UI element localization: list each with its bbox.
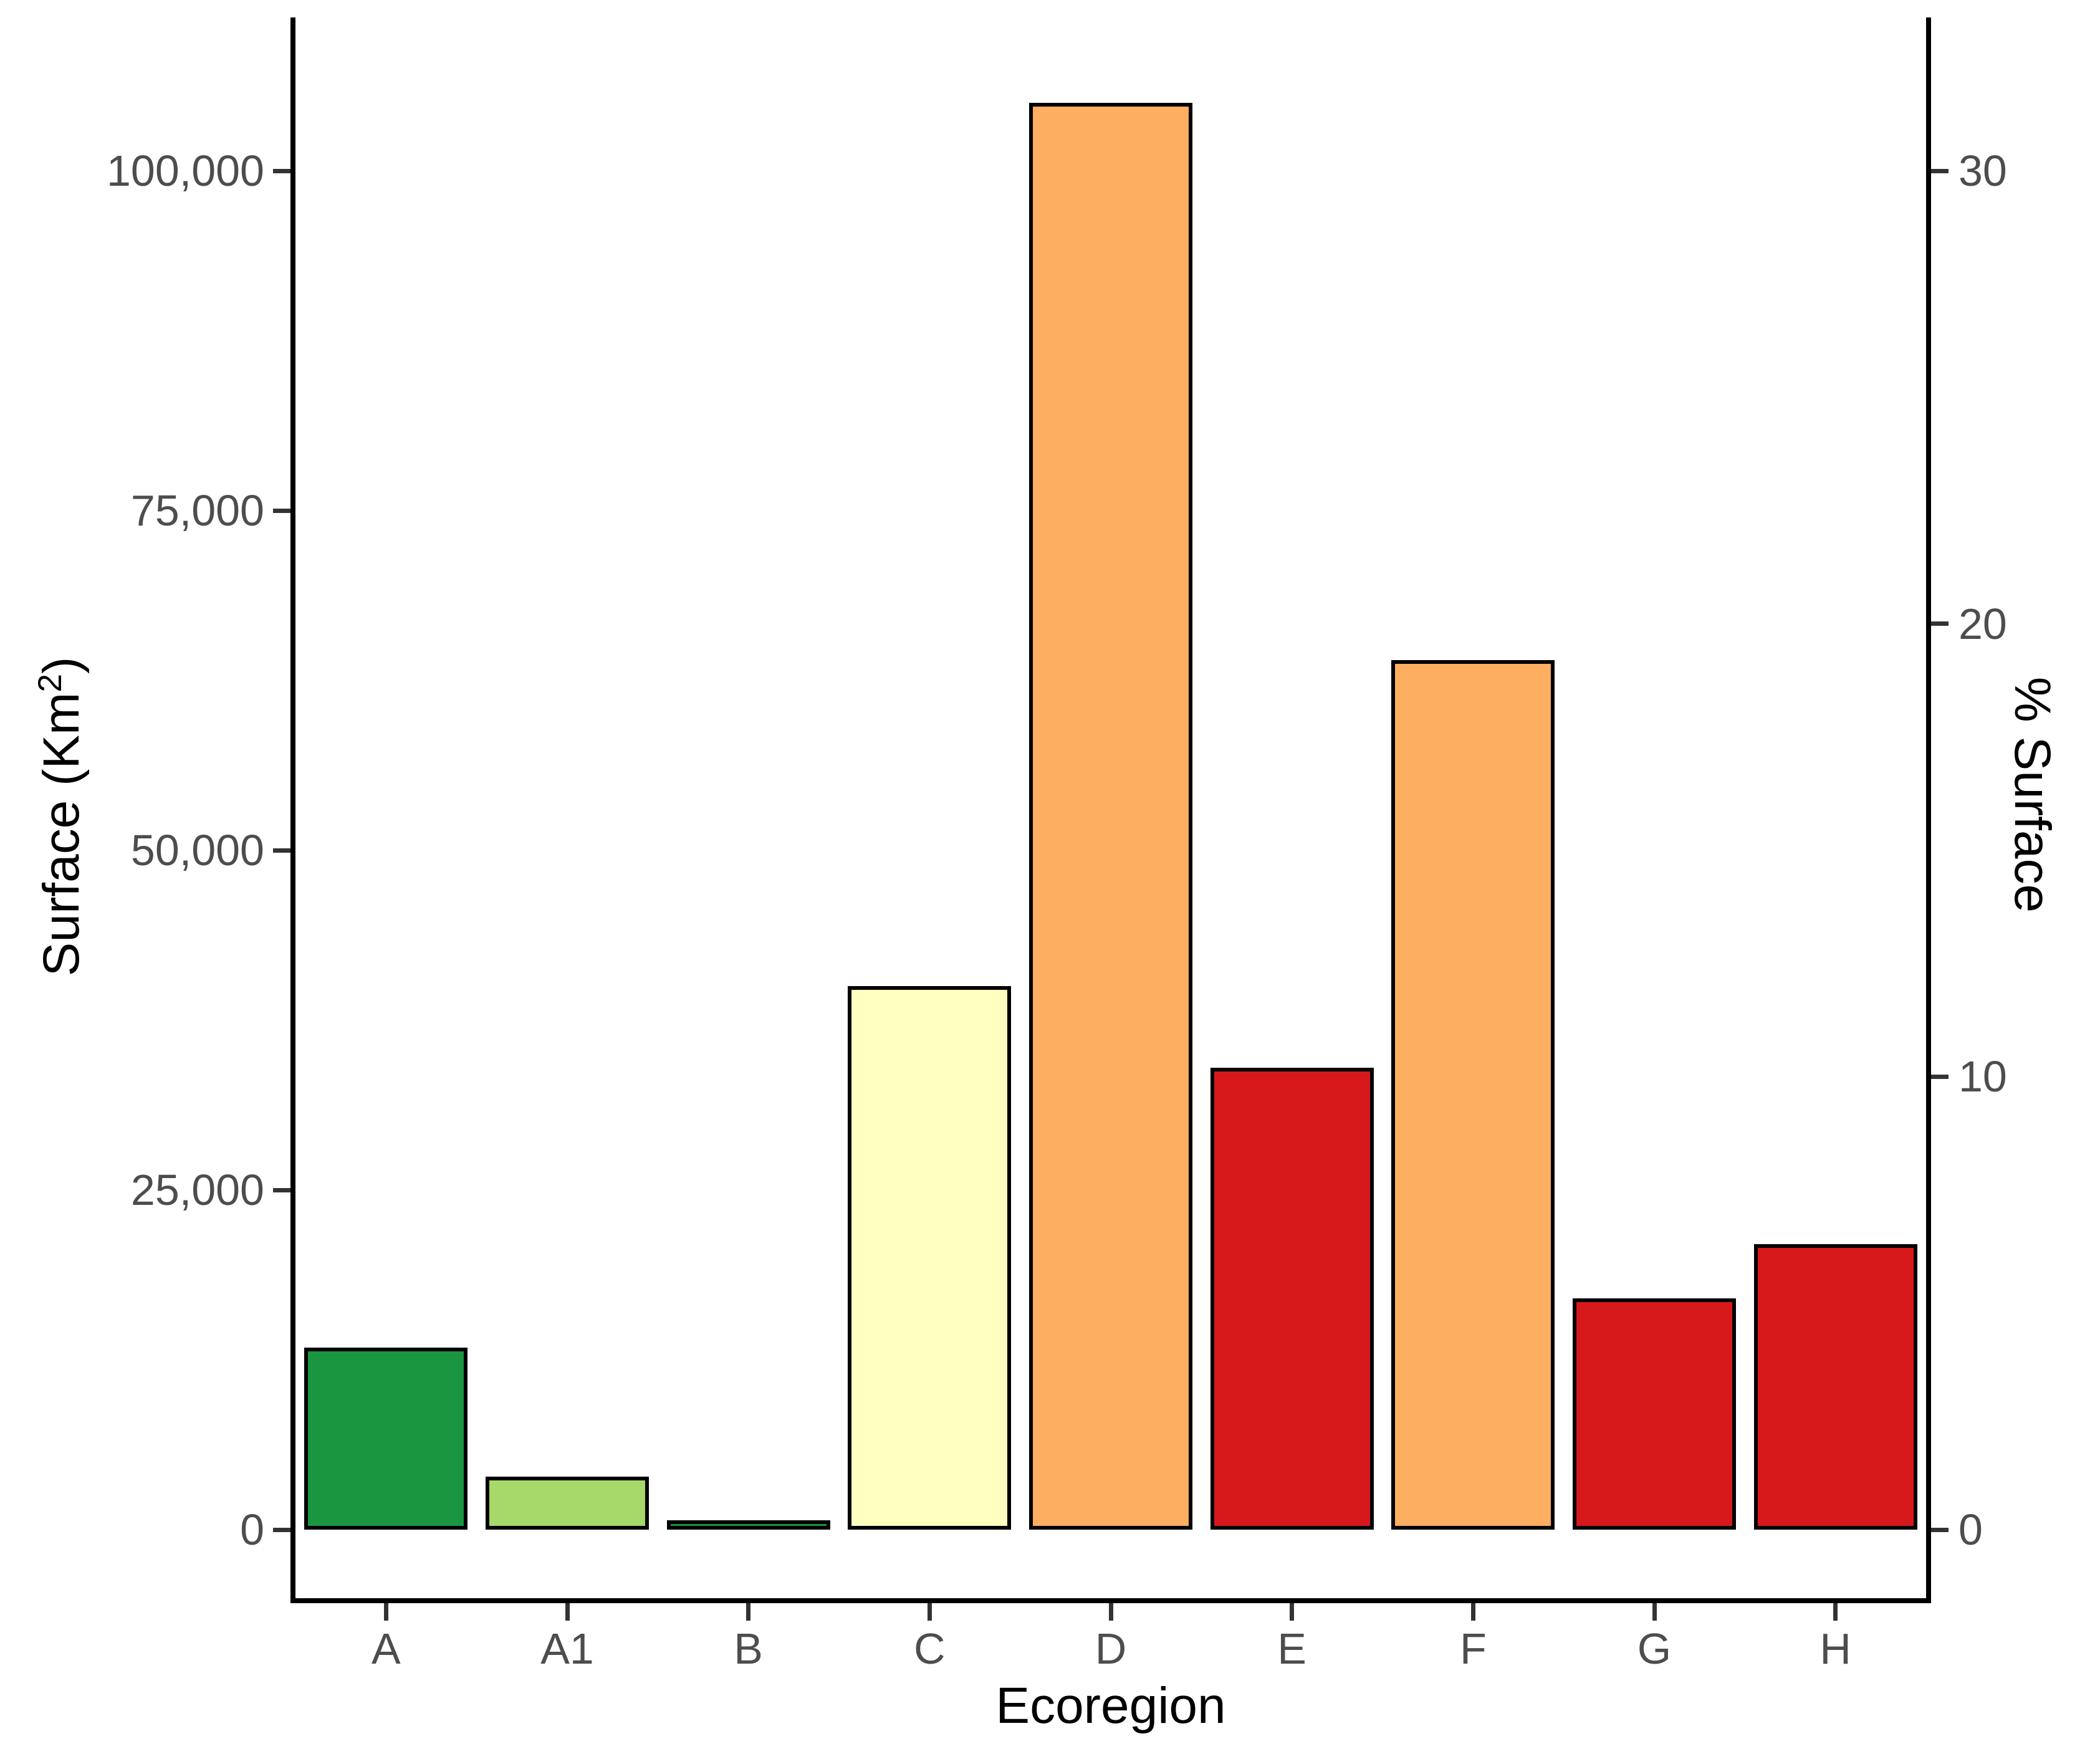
x-category-label-G: G: [1637, 1624, 1672, 1673]
y-right-tick-label-20: 20: [1958, 599, 2007, 648]
y-left-tick-75,000: [273, 508, 290, 513]
y-left-tick-100,000: [273, 168, 290, 173]
y-left-tick-label-100,000: 100,000: [106, 146, 264, 195]
y-axis-left-line: [290, 17, 295, 1603]
y-axis-right-title: % Surface: [2004, 676, 2061, 913]
x-category-label-H: H: [1819, 1624, 1851, 1673]
bar-H: [1753, 1244, 1917, 1530]
x-category-label-E: E: [1277, 1624, 1306, 1673]
x-category-label-A1: A1: [540, 1624, 594, 1673]
x-tick-A: [383, 1603, 388, 1621]
bar-C: [848, 986, 1012, 1530]
x-category-label-F: F: [1459, 1624, 1487, 1673]
y-axis-left-title-suffix: ): [33, 656, 90, 674]
x-category-label-A: A: [371, 1624, 401, 1673]
y-right-tick-30: [1931, 168, 1949, 173]
y-axis-right-line: [1926, 17, 1931, 1603]
x-tick-E: [1290, 1603, 1295, 1621]
x-axis-title: Ecoregion: [995, 1677, 1226, 1734]
x-tick-C: [927, 1603, 932, 1621]
bar-F: [1391, 659, 1555, 1530]
y-left-tick-label-25,000: 25,000: [130, 1166, 264, 1214]
x-tick-A1: [565, 1603, 570, 1621]
bar-D: [1029, 103, 1192, 1530]
x-tick-G: [1652, 1603, 1657, 1621]
y-left-tick-label-0: 0: [240, 1505, 264, 1554]
bar-A: [304, 1347, 468, 1530]
x-tick-B: [746, 1603, 751, 1621]
x-tick-H: [1833, 1603, 1838, 1621]
y-left-tick-0: [273, 1527, 290, 1532]
x-category-label-C: C: [914, 1624, 946, 1673]
bar-G: [1573, 1298, 1736, 1530]
bar-B: [666, 1520, 830, 1530]
x-tick-F: [1470, 1603, 1475, 1621]
y-axis-left-title-text: Surface (Km: [33, 692, 90, 977]
y-right-tick-0: [1931, 1527, 1949, 1532]
bar-A1: [486, 1476, 649, 1530]
y-right-tick-label-30: 30: [1958, 146, 2007, 195]
x-tick-D: [1108, 1603, 1113, 1621]
x-axis-line: [290, 1598, 1931, 1603]
bar-E: [1210, 1067, 1374, 1530]
y-axis-left-title-superscript: 2: [31, 673, 69, 693]
y-right-tick-label-10: 10: [1958, 1052, 2007, 1101]
x-category-label-B: B: [734, 1624, 763, 1673]
y-right-tick-10: [1931, 1074, 1949, 1079]
y-left-tick-label-75,000: 75,000: [130, 486, 264, 535]
y-left-tick-label-50,000: 50,000: [130, 826, 264, 875]
x-category-label-D: D: [1095, 1624, 1127, 1673]
y-right-tick-label-0: 0: [1958, 1505, 1983, 1554]
y-axis-left-title: Surface (Km2): [22, 657, 90, 977]
y-left-tick-25,000: [273, 1187, 290, 1192]
y-left-tick-50,000: [273, 848, 290, 853]
y-right-tick-20: [1931, 621, 1949, 626]
